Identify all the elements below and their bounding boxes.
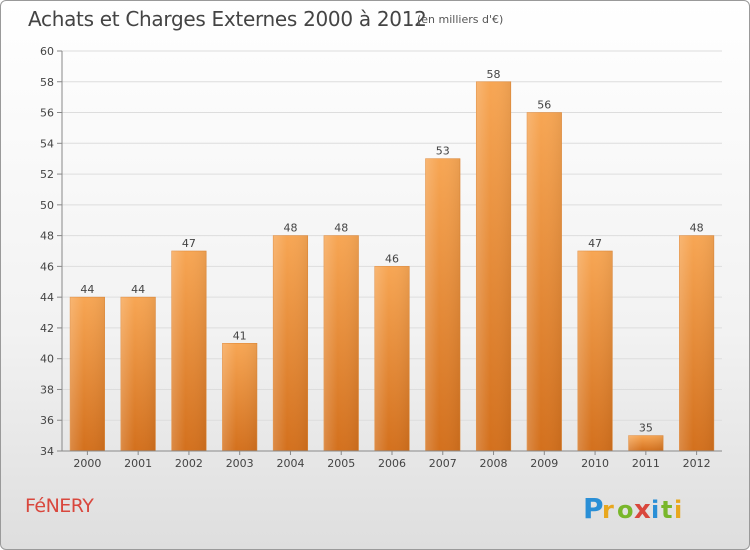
bar-shade-2002 — [171, 251, 207, 451]
y-tick-label: 50 — [40, 199, 54, 212]
x-tick-label-2006: 2006 — [378, 457, 406, 470]
y-tick-label: 46 — [40, 260, 54, 273]
bar-shade-2005 — [323, 235, 359, 451]
x-tick-label-2001: 2001 — [124, 457, 152, 470]
y-tick-label: 36 — [40, 414, 54, 427]
bar-shade-2008 — [476, 81, 511, 452]
y-tick-label: 60 — [40, 45, 54, 58]
bar-shade-2001 — [120, 297, 156, 451]
town-name: FéNERY — [25, 495, 94, 517]
chart-title: Achats et Charges Externes 2000 à 2012 — [28, 7, 427, 31]
x-tick-label-2007: 2007 — [429, 457, 457, 470]
x-tick-label-2008: 2008 — [480, 457, 508, 470]
svg-text:t: t — [661, 496, 672, 524]
x-tick-label-2004: 2004 — [276, 457, 304, 470]
bar-shade-2007 — [425, 158, 461, 451]
svg-text:o: o — [617, 496, 634, 524]
svg-text:r: r — [602, 496, 614, 524]
data-label-2005: 48 — [334, 222, 348, 235]
svg-text:P: P — [583, 492, 604, 525]
x-tick-label-2002: 2002 — [175, 457, 203, 470]
y-tick-label: 56 — [40, 107, 54, 120]
x-tick-label-2005: 2005 — [327, 457, 355, 470]
data-label-2012: 48 — [690, 222, 704, 235]
y-tick-label: 34 — [40, 445, 54, 458]
x-tick-label-2003: 2003 — [226, 457, 254, 470]
y-tick-label: 54 — [40, 137, 54, 150]
proxiti-logo: P r o x i t i — [583, 492, 682, 525]
y-tick-label: 58 — [40, 76, 54, 89]
data-label-2004: 48 — [283, 222, 297, 235]
data-label-2006: 46 — [385, 252, 399, 265]
y-tick-label: 48 — [40, 230, 54, 243]
bar-shade-2009 — [527, 112, 562, 452]
data-label-2008: 58 — [487, 68, 501, 81]
svg-text:x: x — [634, 495, 651, 525]
bar-shade-2011 — [628, 435, 664, 451]
bar-shade-2012 — [679, 235, 714, 451]
svg-text:i: i — [651, 496, 659, 524]
bar-shade-2004 — [273, 235, 308, 451]
svg-text:i: i — [674, 496, 682, 524]
data-label-2010: 47 — [588, 237, 602, 250]
y-tick-label: 44 — [40, 291, 54, 304]
x-tick-label-2012: 2012 — [683, 457, 711, 470]
chart-subtitle: (en milliers d'€) — [417, 13, 504, 26]
bar-shade-2010 — [577, 251, 613, 451]
data-label-2002: 47 — [182, 237, 196, 250]
data-label-2003: 41 — [233, 329, 247, 342]
y-tick-label: 38 — [40, 383, 54, 396]
y-tick-label: 52 — [40, 168, 54, 181]
bar-shade-2006 — [374, 266, 410, 451]
x-tick-label-2009: 2009 — [530, 457, 558, 470]
y-tick-label: 42 — [40, 322, 54, 335]
x-tick-label-2000: 2000 — [73, 457, 101, 470]
data-label-2009: 56 — [537, 99, 551, 112]
x-tick-label-2011: 2011 — [632, 457, 660, 470]
bar-shade-2000 — [70, 297, 105, 451]
data-label-2000: 44 — [80, 283, 94, 296]
x-tick-label-2010: 2010 — [581, 457, 609, 470]
data-label-2011: 35 — [639, 422, 653, 435]
data-label-2007: 53 — [436, 145, 450, 158]
data-label-2001: 44 — [131, 283, 145, 296]
y-tick-label: 40 — [40, 353, 54, 366]
bar-shade-2003 — [222, 343, 257, 451]
